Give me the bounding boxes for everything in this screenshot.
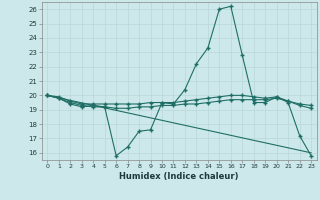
X-axis label: Humidex (Indice chaleur): Humidex (Indice chaleur) <box>119 172 239 181</box>
